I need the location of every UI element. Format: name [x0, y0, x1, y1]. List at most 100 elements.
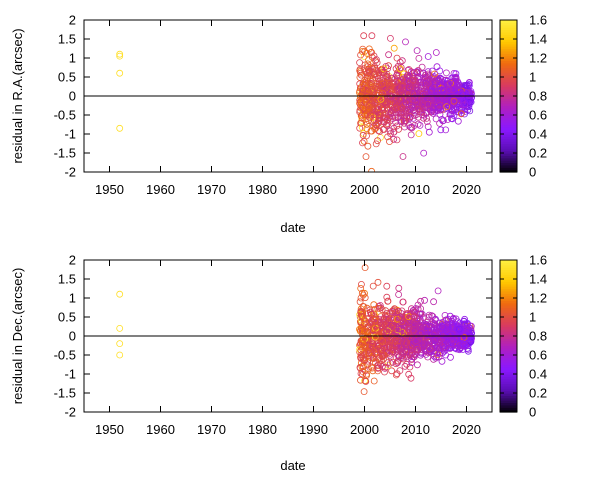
data-point [460, 317, 468, 325]
data-point [430, 108, 438, 116]
data-point [388, 367, 396, 375]
data-point [407, 102, 415, 110]
data-point [372, 56, 380, 63]
data-point-early [116, 340, 124, 348]
x-tick-label: 1990 [299, 422, 328, 437]
data-point [407, 131, 415, 139]
data-point [455, 325, 463, 333]
data-point [375, 114, 383, 122]
data-point [395, 284, 403, 292]
y-tick-label: 0.5 [58, 70, 76, 85]
data-point [409, 340, 417, 348]
colorbar-tick-label: 0 [529, 405, 536, 420]
data-point [411, 312, 418, 320]
data-point [405, 66, 413, 73]
data-point [450, 97, 458, 105]
data-point [433, 63, 441, 71]
data-point [388, 93, 396, 101]
data-point [356, 364, 364, 372]
data-point [378, 68, 386, 76]
data-point [384, 297, 392, 305]
data-point [360, 327, 368, 335]
data-point [436, 102, 444, 109]
x-tick-label: 1950 [95, 422, 124, 437]
data-point [387, 109, 395, 117]
y-axis-label: residual in R.A.(arcsec) [10, 28, 25, 163]
colorbar-tick-label: 1.6 [529, 253, 547, 268]
colorbar-tick-label: 0.6 [529, 108, 547, 123]
colorbar-tick-label: 1.6 [529, 13, 547, 28]
data-point [415, 321, 423, 328]
data-point [379, 355, 387, 363]
data-point [449, 100, 457, 108]
colorbar-tick-label: 0.4 [529, 367, 547, 382]
data-point-early [116, 50, 124, 58]
colorbar-tick-label: 0.2 [529, 146, 547, 161]
data-point [442, 95, 450, 102]
data-point [422, 85, 430, 93]
data-point [366, 319, 374, 327]
data-point [356, 74, 364, 81]
data-point [407, 374, 415, 382]
y-tick-label: 0.5 [58, 310, 76, 325]
data-point [368, 49, 376, 56]
scatter-points [116, 264, 476, 396]
data-point [418, 310, 426, 318]
colorbar-tick-label: 1.4 [529, 272, 547, 287]
data-point [435, 353, 443, 361]
data-point [460, 333, 468, 341]
data-point [406, 113, 414, 121]
data-point [392, 94, 400, 102]
data-point [363, 370, 370, 378]
y-tick-label: 1 [69, 51, 76, 66]
data-point-early [116, 351, 124, 359]
data-point [385, 330, 393, 338]
data-point [395, 125, 403, 133]
data-point [423, 118, 431, 125]
data-point [386, 138, 393, 146]
data-point [360, 105, 368, 112]
data-point [360, 32, 368, 40]
data-point [385, 51, 393, 59]
data-point [443, 77, 451, 85]
data-point [358, 289, 366, 297]
data-point [388, 308, 396, 316]
data-point [428, 100, 436, 108]
data-point [361, 48, 369, 55]
data-point [424, 353, 432, 361]
data-point [444, 339, 452, 346]
data-point [380, 118, 388, 126]
data-point [393, 97, 401, 105]
data-point [362, 377, 369, 385]
data-point [414, 120, 422, 128]
x-tick-label: 2020 [452, 422, 481, 437]
data-point [376, 82, 383, 89]
data-point [374, 278, 382, 286]
data-point [383, 99, 391, 107]
data-point [413, 342, 421, 350]
data-point [441, 94, 449, 101]
data-point [453, 324, 461, 331]
data-point [451, 74, 459, 82]
data-point [419, 69, 427, 77]
data-point [441, 311, 449, 319]
data-point [397, 325, 405, 333]
data-point [374, 342, 382, 350]
x-tick-label: 2000 [350, 422, 379, 437]
data-point [415, 130, 423, 138]
data-point [424, 100, 432, 108]
data-point [371, 333, 379, 341]
data-point [452, 76, 460, 83]
data-point [385, 324, 393, 331]
data-point [432, 49, 440, 56]
data-point [390, 44, 398, 52]
data-point [410, 353, 418, 361]
data-point [420, 149, 428, 157]
x-tick-label: 2020 [452, 182, 481, 197]
data-point [439, 323, 447, 331]
x-tick-label: 1980 [248, 422, 277, 437]
data-point [357, 101, 365, 108]
data-point [397, 118, 405, 125]
data-point [357, 51, 365, 59]
data-point [413, 47, 421, 54]
